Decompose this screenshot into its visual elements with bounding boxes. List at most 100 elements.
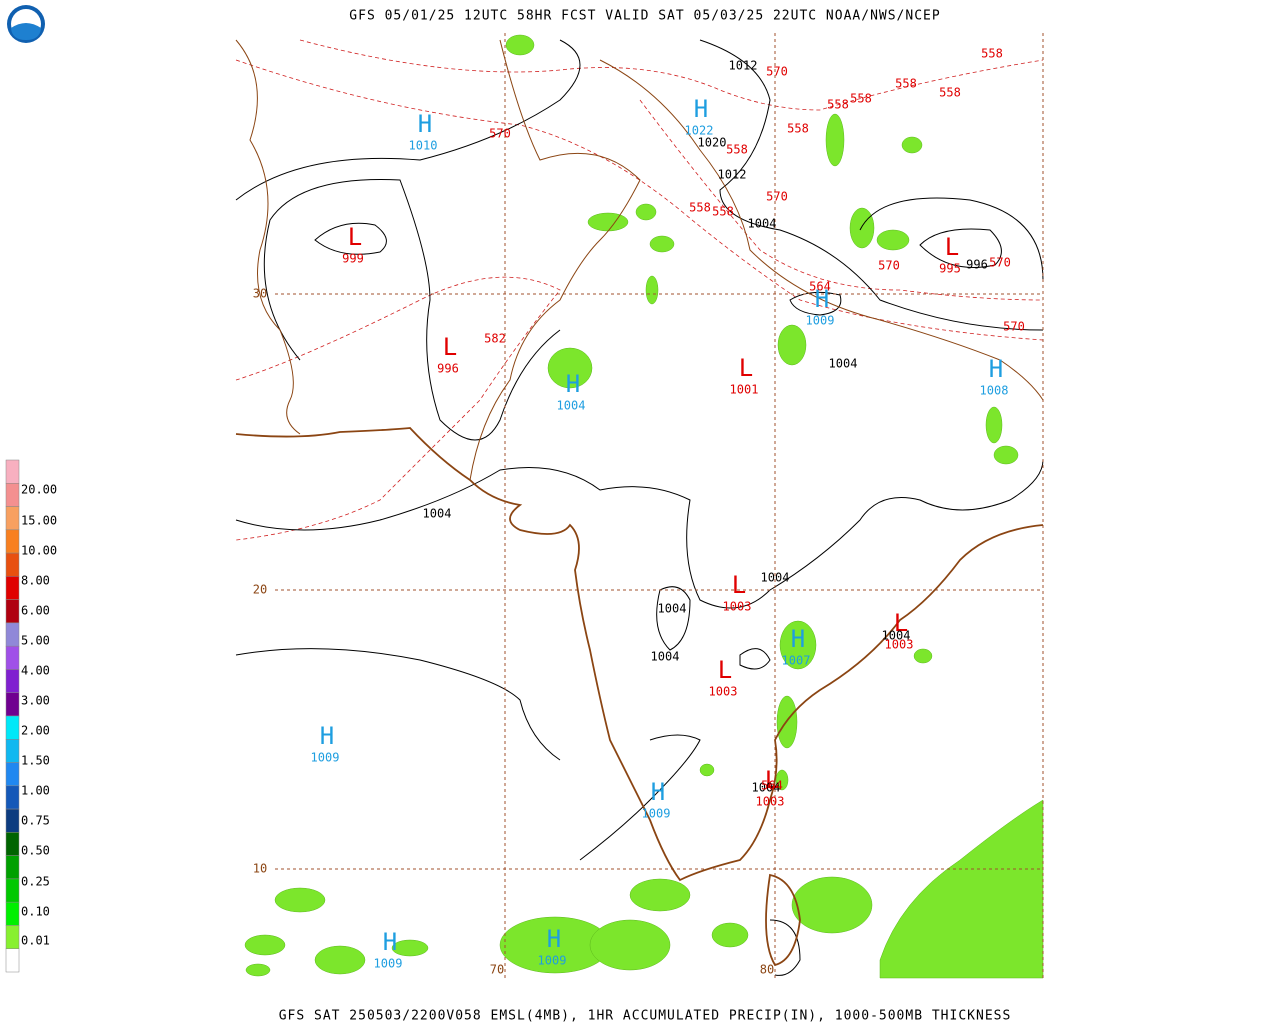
thickness-label: 570	[766, 190, 788, 204]
map	[235, 33, 1044, 979]
isobar-label: 1004	[748, 217, 777, 231]
thickness-label: 582	[484, 332, 506, 346]
thickness-label: 564	[809, 280, 831, 294]
legend-swatch	[5, 645, 20, 670]
precip-areas	[244, 34, 1044, 979]
noaa-logo	[7, 5, 45, 43]
legend-label: 15.00	[21, 514, 57, 528]
pressure-center-symbol: H	[815, 285, 829, 313]
legend-label: 0.01	[21, 934, 50, 948]
legend-label: 3.00	[21, 694, 50, 708]
pressure-center-symbol: H	[989, 355, 1003, 383]
latitude-label: 30	[253, 287, 267, 301]
pressure-center-value: 1003	[723, 600, 752, 614]
pressure-center-value: 1009	[806, 314, 835, 328]
latitude-label: 20	[253, 583, 267, 597]
pressure-center-value: 1008	[980, 384, 1009, 398]
legend: 20.00 15.00 10.00 8.00 6.00 5.00 4.00 3.00 2.00 1…	[5, 459, 57, 973]
thickness-label: 558	[712, 205, 734, 219]
pressure-center-symbol: L	[718, 656, 732, 684]
legend-swatch	[5, 622, 20, 647]
legend-label: 0.50	[21, 844, 50, 858]
thickness-label: 558	[850, 92, 872, 106]
thickness-label: 558	[726, 143, 748, 157]
legend-swatch	[5, 599, 20, 624]
legend-label: 1.00	[21, 784, 50, 798]
isobar-label: 1004	[882, 629, 911, 643]
isobar-label: 1004	[651, 650, 680, 664]
legend-swatch	[5, 692, 20, 717]
legend-swatch	[5, 669, 20, 693]
pressure-center-symbol: H	[791, 625, 805, 653]
grid-lines	[275, 33, 1044, 978]
pressure-center-value: 1004	[557, 399, 586, 413]
legend-swatch	[5, 483, 20, 507]
legend-swatch	[5, 506, 20, 531]
isobar-label: 1004	[752, 781, 781, 795]
pressure-center-value: 1009	[538, 954, 567, 968]
pressure-center-value: 1010	[409, 139, 438, 153]
legend-swatch	[5, 901, 20, 926]
pressure-center-value: 995	[939, 262, 961, 276]
pressure-center-value: 1001	[730, 383, 759, 397]
legend-label: 5.00	[21, 634, 50, 648]
legend-swatch	[5, 762, 20, 787]
isobar-label: 1020	[698, 136, 727, 150]
legend-swatch	[5, 832, 20, 856]
thickness-label: 558	[689, 201, 711, 215]
legend-label: 6.00	[21, 604, 50, 618]
legend-swatch	[5, 925, 20, 949]
thickness-label: 558	[895, 77, 917, 91]
pressure-center-symbol: H	[566, 370, 580, 398]
latitude-label: 10	[253, 862, 267, 876]
isobar-label: 1004	[658, 602, 687, 616]
isobar-label: 1004	[761, 571, 790, 585]
coast-borders	[235, 39, 1044, 967]
legend-label: 2.00	[21, 724, 50, 738]
thickness-label: 558	[981, 47, 1003, 61]
pressure-center-symbol: L	[894, 609, 908, 637]
isobar-label: 1012	[718, 168, 747, 182]
legend-label: 0.75	[21, 814, 50, 828]
pressure-center-symbol: H	[383, 928, 397, 956]
isobar-label: 1012	[729, 59, 758, 73]
pressure-center-value: 1009	[311, 751, 340, 765]
pressure-center-value: 1003	[756, 795, 785, 809]
thickness-label: 570	[878, 259, 900, 273]
legend-label: 8.00	[21, 574, 50, 588]
footer: GFS SAT 250503/2200V058 EMSL(4MB), 1HR A…	[279, 1009, 1012, 1024]
legend-swatch	[5, 459, 20, 484]
pressure-center-value: 996	[437, 362, 459, 376]
legend-swatch	[5, 808, 20, 833]
isobar-label: 996	[966, 258, 988, 272]
pressure-center-value: 1007	[782, 654, 811, 668]
thickness-label: 570	[766, 65, 788, 79]
legend-label: 0.10	[21, 905, 50, 919]
pressure-center-symbol: L	[739, 354, 753, 382]
legend-swatch	[5, 715, 20, 740]
pressure-center-value: 1009	[374, 957, 403, 971]
pressure-center-symbol: L	[348, 223, 362, 251]
isobars	[235, 39, 1044, 976]
isobar-label: 1004	[423, 507, 452, 521]
legend-label: 10.00	[21, 544, 57, 558]
legend-swatch	[5, 576, 20, 600]
pressure-center-symbol: H	[694, 95, 708, 123]
thickness-label: 570	[489, 127, 511, 141]
header-title: GFS 05/01/25 12UTC 58HR FCST VALID SAT 0…	[349, 9, 940, 24]
thickness-label: 570	[1003, 320, 1025, 334]
legend-swatch	[5, 739, 20, 763]
thickness-label: 558	[827, 98, 849, 112]
pressure-center-symbol: L	[443, 333, 457, 361]
pressure-center-value: 1003	[709, 685, 738, 699]
legend-swatch	[5, 855, 20, 880]
thickness-label: 564	[761, 779, 783, 793]
pressure-center-value: 1003	[885, 638, 914, 652]
legend-swatch	[5, 552, 20, 577]
pressure-center-value: 1022	[685, 124, 714, 138]
longitude-label: 70	[490, 963, 504, 977]
pressure-center-symbol: L	[765, 766, 779, 794]
legend-swatch	[5, 529, 20, 554]
